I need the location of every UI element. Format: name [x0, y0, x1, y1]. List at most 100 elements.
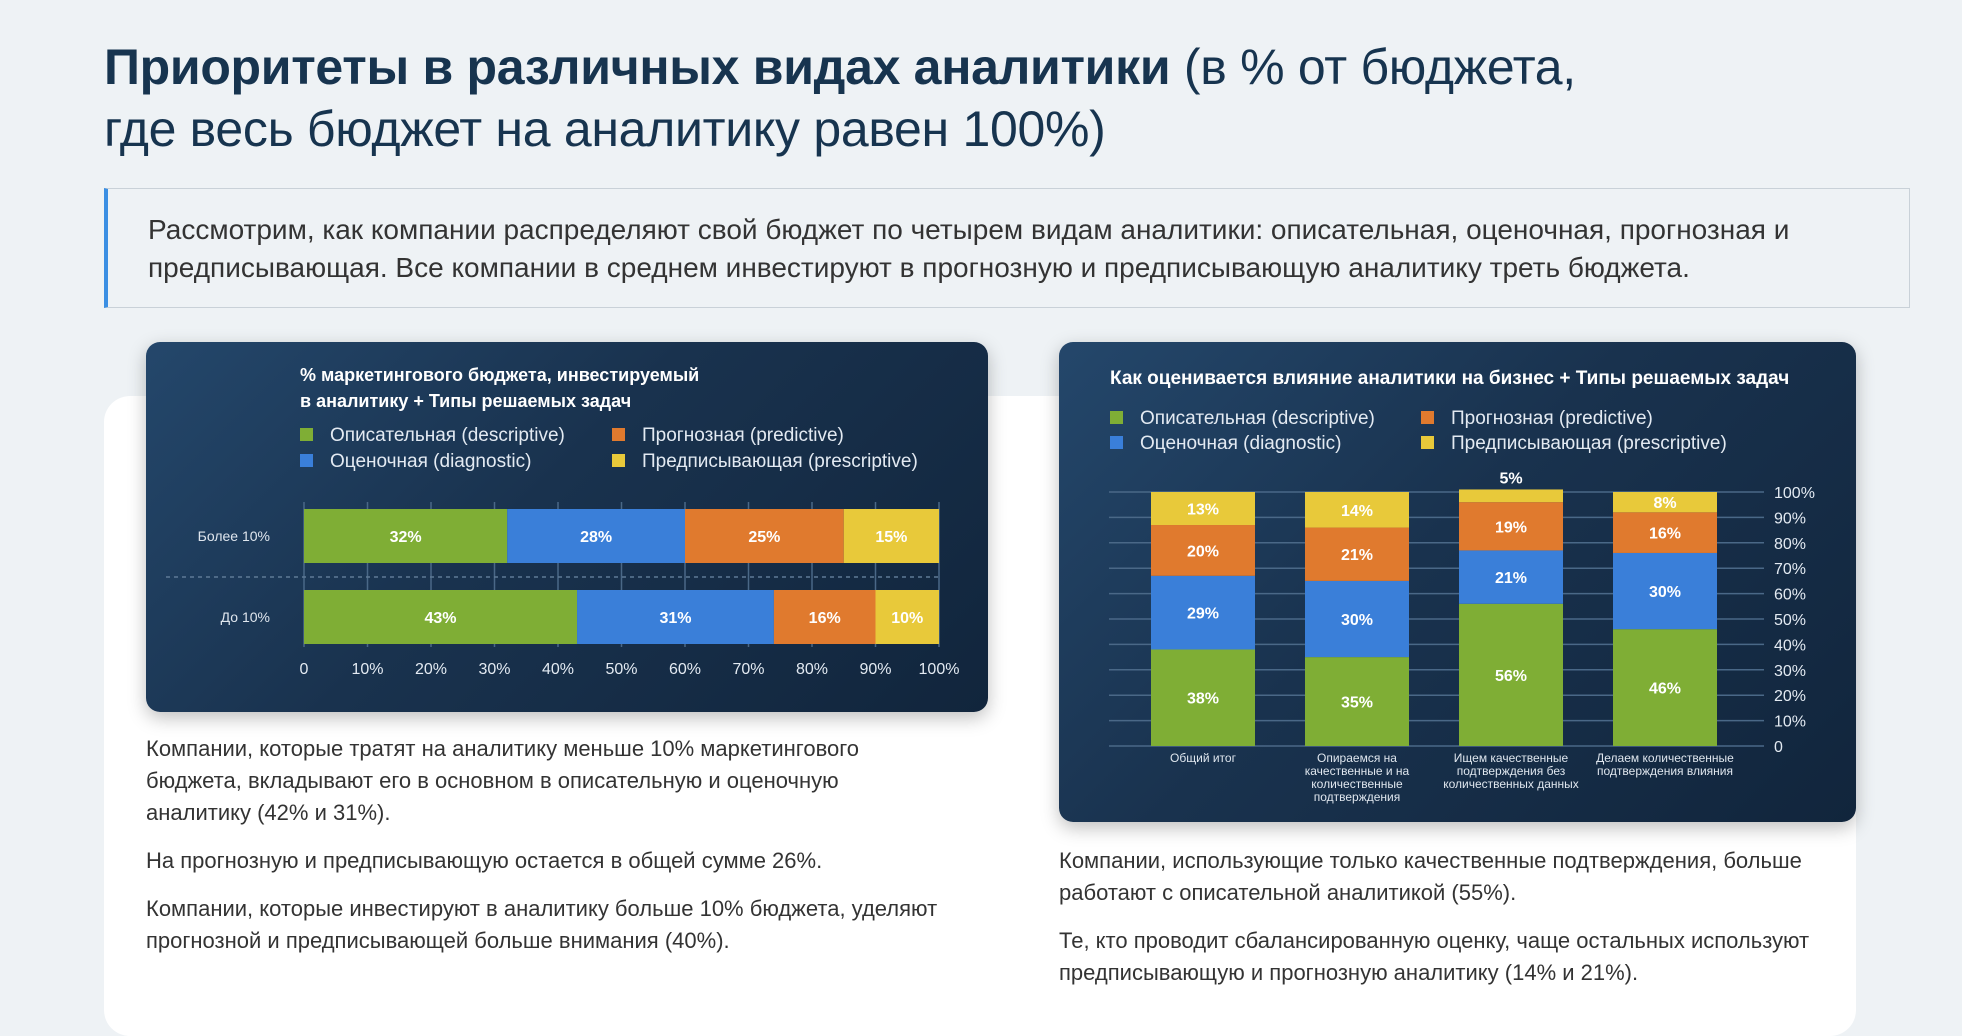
chart1-tick-label: 60% — [669, 661, 701, 678]
chart2-bar-diagnostic — [1151, 575, 1255, 650]
chart2-data-label: 14% — [1341, 503, 1373, 520]
chart2-tick-label: 70% — [1774, 561, 1806, 578]
chart2-bar-diagnostic — [1305, 580, 1409, 658]
chart2-bar-predictive — [1151, 525, 1255, 576]
chart2-bar-prescriptive — [1305, 492, 1409, 528]
chart1-bar-descriptive — [304, 509, 508, 563]
legend-swatch-diagnostic — [1110, 436, 1123, 449]
note-left-2: На прогнозную и предписывающую остается … — [146, 848, 823, 873]
chart2-bar-descriptive — [1305, 657, 1409, 746]
chart2-tick-label: 40% — [1774, 637, 1806, 654]
chart1-tick-label: 20% — [415, 661, 447, 678]
chart2-bar-prescriptive — [1613, 492, 1717, 513]
chart2-bar-predictive — [1459, 502, 1563, 551]
chart1-tick-label: 0 — [300, 661, 309, 678]
chart1-bar-diagnostic — [577, 590, 774, 644]
legend-label-diagnostic: Оценочная (diagnostic) — [1140, 433, 1341, 454]
chart1-category-label: Более 10% — [198, 528, 270, 544]
note-left-3: Компании, которые инвестируют в аналитик… — [146, 896, 938, 953]
chart2-data-label: 5% — [1499, 470, 1522, 487]
notes-right: Компании, использующие только качественн… — [1059, 845, 1859, 1005]
chart1-data-label: 16% — [809, 610, 841, 627]
legend-label-descriptive: Описательная (descriptive) — [1140, 408, 1375, 429]
chart2-data-label: 8% — [1653, 495, 1676, 512]
legend-swatch-predictive — [612, 428, 625, 441]
impact-chart-card: Как оценивается влияние аналитики на биз… — [1059, 342, 1856, 822]
chart2-category-label: качественные и на — [1305, 764, 1410, 778]
chart2-tick-label: 50% — [1774, 612, 1806, 629]
chart1-tick-label: 30% — [478, 661, 510, 678]
legend-swatch-descriptive — [300, 428, 313, 441]
impact-chart: Как оценивается влияние аналитики на биз… — [1109, 368, 1815, 804]
intro-callout: Рассмотрим, как компании распределяют св… — [104, 188, 1910, 308]
chart2-bar-predictive — [1613, 512, 1717, 553]
notes-left: Компании, которые тратят на аналитику ме… — [146, 733, 946, 973]
chart2-tick-label: 100% — [1774, 485, 1815, 502]
chart1-bar-predictive — [773, 590, 876, 644]
note-right-1: Компании, использующие только качественн… — [1059, 848, 1802, 905]
legend-swatch-diagnostic — [300, 454, 313, 467]
chart2-data-label: 21% — [1341, 547, 1373, 564]
chart1-bar-predictive — [685, 509, 844, 563]
chart2-category-label: количественных данных — [1443, 777, 1579, 791]
note-left-1: Компании, которые тратят на аналитику ме… — [146, 736, 860, 825]
page-title-line2: где весь бюджет на аналитику равен 100%) — [104, 101, 1106, 157]
chart2-category-label: количественные — [1311, 777, 1403, 791]
chart2-category-label: подтверждения без — [1457, 764, 1566, 778]
chart1-data-label: 15% — [875, 529, 907, 546]
chart2-category-label: Опираемся на — [1317, 751, 1397, 765]
chart2-data-label: 20% — [1187, 543, 1219, 560]
chart2-bar-prescriptive — [1151, 492, 1255, 526]
chart1-title-line1: % маркетингового бюджета, инвестируемый — [300, 365, 699, 385]
chart1-data-label: 28% — [580, 529, 612, 546]
chart2-data-label: 29% — [1187, 606, 1219, 623]
page-title-rest: (в % от бюджета, — [1170, 39, 1576, 95]
legend-label-descriptive: Описательная (descriptive) — [330, 425, 565, 446]
chart2-data-label: 35% — [1341, 695, 1373, 712]
chart2-tick-label: 90% — [1774, 510, 1806, 527]
chart1-bar-descriptive — [304, 590, 578, 644]
chart2-bar-diagnostic — [1613, 552, 1717, 630]
chart2-category-label: Делаем количественные — [1596, 751, 1734, 765]
chart2-tick-label: 10% — [1774, 714, 1806, 731]
chart1-title-line2: в аналитику + Типы решаемых задач — [300, 391, 631, 411]
chart2-bar-diagnostic — [1459, 550, 1563, 604]
chart2-tick-label: 0 — [1774, 739, 1783, 756]
legend-swatch-descriptive — [1110, 411, 1123, 424]
chart1-bar-prescriptive — [843, 509, 939, 563]
chart1-data-label: 10% — [891, 610, 923, 627]
chart2-tick-label: 30% — [1774, 663, 1806, 680]
legend-label-predictive: Прогнозная (predictive) — [1451, 408, 1653, 429]
chart1-tick-label: 80% — [796, 661, 828, 678]
chart2-category-label: подтверждения — [1314, 790, 1401, 804]
note-right-2: Те, кто проводит сбалансированную оценку… — [1059, 928, 1810, 985]
chart1-data-label: 31% — [659, 610, 691, 627]
chart2-bar-descriptive — [1459, 603, 1563, 746]
chart2-tick-label: 80% — [1774, 536, 1806, 553]
legend-label-prescriptive: Предписывающая (prescriptive) — [1451, 433, 1727, 454]
chart2-data-label: 21% — [1495, 570, 1527, 587]
chart2-bar-descriptive — [1613, 629, 1717, 746]
budget-chart-card: % маркетингового бюджета, инвестируемый в… — [146, 342, 988, 712]
chart2-bar-prescriptive — [1459, 489, 1563, 503]
chart2-data-label: 19% — [1495, 519, 1527, 536]
budget-chart: % маркетингового бюджета, инвестируемый в… — [166, 365, 959, 678]
chart2-category-label: Ищем качественные — [1454, 751, 1569, 765]
chart2-data-label: 46% — [1649, 681, 1681, 698]
chart2-data-label: 30% — [1341, 612, 1373, 629]
chart1-bar-prescriptive — [875, 590, 939, 644]
chart2-data-label: 30% — [1649, 584, 1681, 601]
chart2-data-label: 13% — [1187, 502, 1219, 519]
page-title: Приоритеты в различных видах аналитики (… — [104, 36, 1704, 160]
legend-swatch-prescriptive — [612, 454, 625, 467]
chart1-tick-label: 70% — [732, 661, 764, 678]
legend-swatch-prescriptive — [1421, 436, 1434, 449]
chart2-bar-predictive — [1305, 527, 1409, 581]
legend-swatch-predictive — [1421, 411, 1434, 424]
chart2-category-label: Общий итог — [1170, 751, 1237, 765]
chart1-tick-label: 10% — [351, 661, 383, 678]
chart1-bar-diagnostic — [507, 509, 685, 563]
chart1-tick-label: 40% — [542, 661, 574, 678]
chart2-category-label: подтверждения влияния — [1597, 764, 1733, 778]
page-title-bold: Приоритеты в различных видах аналитики — [104, 39, 1171, 95]
